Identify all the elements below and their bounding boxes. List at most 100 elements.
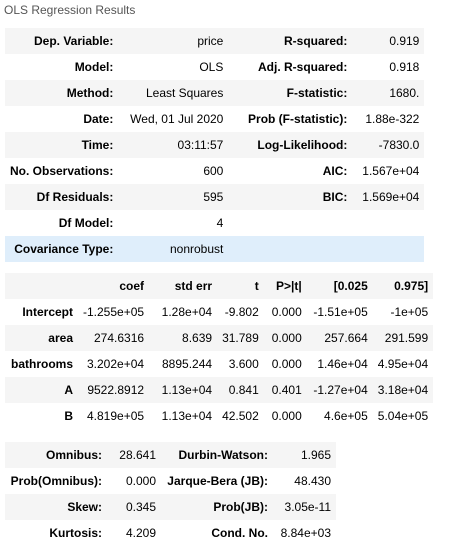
row-label: B xyxy=(64,409,73,423)
diagnostic-value: 1.965 xyxy=(273,442,336,468)
table-caption: OLS Regression Results xyxy=(4,3,136,17)
table-row: Date: Wed, 01 Jul 2020 Prob (F-statistic… xyxy=(5,106,424,132)
summary-label: Df Residuals: xyxy=(5,184,119,210)
summary-value: Least Squares xyxy=(118,80,229,106)
table-row: bathrooms 3.202e+04 8895.244 3.600 0.000… xyxy=(5,351,433,377)
summary-value: price xyxy=(118,28,229,54)
table-cell: -1.51e+05 xyxy=(313,305,368,319)
summary-value: 595 xyxy=(118,184,229,210)
row-label: area xyxy=(5,325,78,351)
table-cell: 0.000 xyxy=(271,409,302,423)
table-row: Df Residuals: 595 BIC: 1.569e+04 xyxy=(5,184,425,210)
summary-label: Method: xyxy=(5,80,119,106)
diagnostic-value: 8.84e+03 xyxy=(280,526,331,540)
summary-value xyxy=(352,236,425,262)
table-cell: 257.664 xyxy=(306,325,373,351)
table-row: Dep. Variable: price R-squared: 0.919 xyxy=(5,28,425,54)
table-cell: 4.6e+05 xyxy=(324,409,368,423)
summary-value: 1.88e-322 xyxy=(365,112,420,126)
summary-value: Wed, 01 Jul 2020 xyxy=(130,112,224,126)
diagnostic-label: Prob(Omnibus): xyxy=(10,474,102,488)
table-row: No. Observations: 600 AIC: 1.567e+04 xyxy=(5,158,424,184)
summary-label: Time: xyxy=(5,132,119,158)
table-cell: 1.46e+04 xyxy=(317,357,368,371)
table-cell: 8895.244 xyxy=(162,357,213,371)
summary-value: 600 xyxy=(203,164,224,178)
table-cell: 0.000 xyxy=(271,357,302,371)
table-row: Skew: 0.345 Prob(JB): 3.05e-11 xyxy=(5,494,336,520)
table-cell: 0.401 xyxy=(263,377,307,403)
diagnostic-label: Omnibus: xyxy=(5,442,107,468)
table-header-row: coef std err t P>|t| [0.025 0.975] xyxy=(5,273,434,299)
table-row: area 274.6316 8.639 31.789 0.000 257.664… xyxy=(5,325,434,351)
summary-value: 1.569e+04 xyxy=(352,184,425,210)
table-row: Intercept -1.255e+05 1.28e+04 -9.802 0.0… xyxy=(5,299,433,325)
summary-value: nonrobust xyxy=(118,236,229,262)
summary-value: 1680. xyxy=(352,80,425,106)
summary-label: Log-Likelihood: xyxy=(228,132,353,158)
diagnostic-value: 3.05e-11 xyxy=(273,494,336,520)
summary-value: 0.919 xyxy=(352,28,425,54)
summary-label: No. Observations: xyxy=(10,164,114,178)
table-cell: 31.789 xyxy=(217,325,264,351)
table-cell: 4.95e+04 xyxy=(377,357,429,371)
table-row: Time: 03:11:57 Log-Likelihood: -7830.0 xyxy=(5,132,425,158)
diagnostic-label: Jarque-Bera (JB): xyxy=(167,474,268,488)
table-cell: 0.841 xyxy=(217,377,264,403)
table-row: Omnibus: 28.641 Durbin-Watson: 1.965 xyxy=(5,442,336,468)
diagnostic-value: 0.345 xyxy=(107,494,161,520)
table-cell: 0.000 xyxy=(271,305,302,319)
diagnostic-value: 48.430 xyxy=(294,474,331,488)
table-cell: 1.28e+04 xyxy=(161,305,213,319)
table-cell: 3.202e+04 xyxy=(87,357,145,371)
column-header: coef xyxy=(78,273,150,299)
summary-label: Covariance Type: xyxy=(5,236,119,262)
column-header xyxy=(5,273,78,299)
table-row[interactable]: Covariance Type: nonrobust xyxy=(5,236,425,262)
summary-value xyxy=(352,210,424,236)
column-header: t xyxy=(217,273,264,299)
table-row: Df Model: 4 xyxy=(5,210,424,236)
summary-value: -7830.0 xyxy=(352,132,425,158)
table-cell: 274.6316 xyxy=(78,325,150,351)
model-summary-table: Dep. Variable: price R-squared: 0.919 Mo… xyxy=(5,28,425,262)
summary-label: BIC: xyxy=(228,184,353,210)
summary-value: 0.918 xyxy=(389,60,420,74)
summary-value: 03:11:57 xyxy=(118,132,229,158)
table-cell: -9.802 xyxy=(224,305,259,319)
table-row: Method: Least Squares F-statistic: 1680. xyxy=(5,80,425,106)
diagnostic-label: Durbin-Watson: xyxy=(161,442,273,468)
diagnostic-value: 4.209 xyxy=(125,526,156,540)
table-row: B 4.819e+05 1.13e+04 42.502 0.000 4.6e+0… xyxy=(5,403,433,429)
table-cell: 42.502 xyxy=(222,409,259,423)
table-cell: 4.819e+05 xyxy=(87,409,145,423)
table-cell: 0.000 xyxy=(263,325,307,351)
column-header: [0.025 xyxy=(306,273,373,299)
summary-label: R-squared: xyxy=(228,28,353,54)
table-cell: 8.639 xyxy=(149,325,218,351)
coefficients-table: coef std err t P>|t| [0.025 0.975] Inter… xyxy=(5,273,434,429)
diagnostic-label: Skew: xyxy=(5,494,107,520)
diagnostics-table: Omnibus: 28.641 Durbin-Watson: 1.965 Pro… xyxy=(5,442,336,546)
summary-label: Dep. Variable: xyxy=(5,28,119,54)
summary-label xyxy=(228,210,352,236)
table-cell: 1.13e+04 xyxy=(161,409,213,423)
diagnostic-value: 28.641 xyxy=(107,442,161,468)
summary-label: Df Model: xyxy=(58,216,114,230)
table-row: Model: OLS Adj. R-squared: 0.918 xyxy=(5,54,424,80)
table-cell: 5.04e+05 xyxy=(377,409,429,423)
table-row: Prob(Omnibus): 0.000 Jarque-Bera (JB): 4… xyxy=(5,468,336,494)
table-cell: -1.255e+05 xyxy=(83,305,145,319)
row-label: Intercept xyxy=(22,305,73,319)
column-header: 0.975] xyxy=(372,273,434,299)
summary-value: 4 xyxy=(216,216,224,230)
table-cell: 3.600 xyxy=(228,357,259,371)
summary-label: F-statistic: xyxy=(228,80,353,106)
summary-label: Date: xyxy=(83,112,114,126)
table-cell: 1.13e+04 xyxy=(149,377,218,403)
diagnostic-label: Kurtosis: xyxy=(49,526,102,540)
diagnostic-label: Prob(JB): xyxy=(161,494,273,520)
table-cell: -1.27e+04 xyxy=(306,377,373,403)
summary-label: Model: xyxy=(74,60,114,74)
column-header: P>|t| xyxy=(263,273,307,299)
